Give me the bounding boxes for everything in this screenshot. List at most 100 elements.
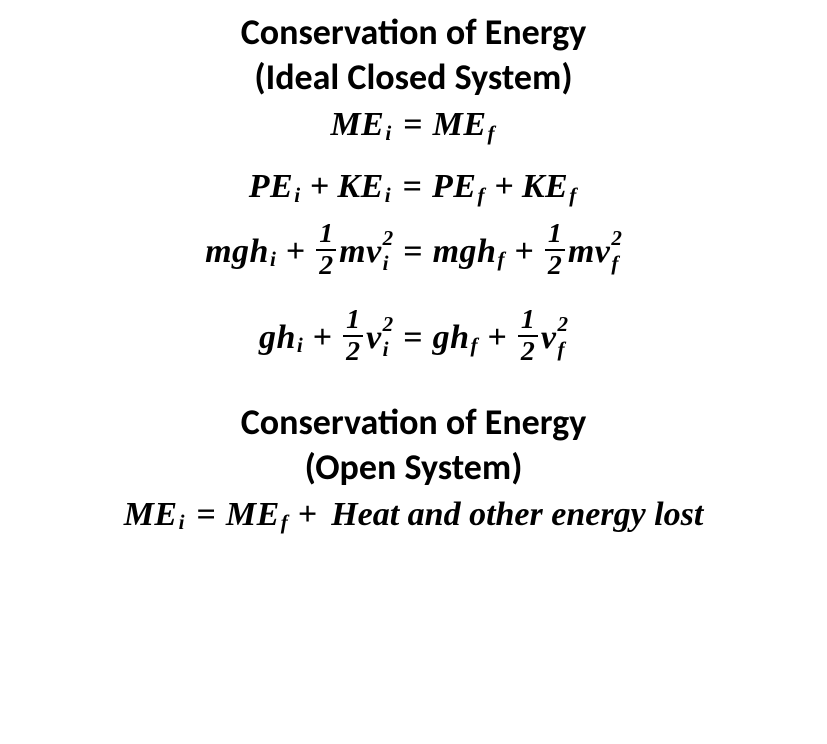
eq4-frac1: 1 2	[343, 306, 363, 366]
eq2-plus2: +	[495, 168, 514, 206]
eq3-t2-v: v	[366, 233, 382, 271]
eq2-t2-base: KE	[337, 168, 383, 206]
eq1-lhs-sub: i	[385, 121, 391, 146]
eq5-lhs-base: ME	[124, 496, 178, 534]
section2-title-line2: (Open System)	[241, 445, 587, 490]
eq3-t4-subsup: 2 f	[611, 233, 622, 269]
eq2-t1-base: PE	[249, 168, 293, 206]
eq3-plus2: +	[515, 233, 534, 271]
eq3-t3: m g h f	[433, 233, 507, 271]
eq3-t3-h: h	[477, 233, 496, 271]
eq1-rhs-sub: f	[488, 121, 495, 146]
equation-1: ME i = ME f	[330, 106, 496, 144]
eq3-t2-sub: i	[383, 255, 394, 273]
eq3-t3-g: g	[460, 233, 478, 271]
eq4-t1-sub: i	[297, 333, 303, 358]
eq4-t2-subsup: 2 i	[383, 319, 394, 355]
eq4-t1-g: g	[259, 319, 277, 357]
eq2-t1: PE i	[249, 168, 302, 206]
eq2-t3-sub: f	[477, 183, 484, 208]
eq2-t2-sub: i	[385, 183, 391, 208]
eq4-t4-sup: 2	[557, 316, 568, 334]
eq2-equals: =	[403, 168, 422, 206]
eq4-t2-sub: i	[383, 341, 394, 359]
eq5-rhs1: ME f	[226, 496, 290, 534]
eq4-plus1: +	[313, 319, 332, 357]
equation-4: g h i + 1 2 v 2 i = g h f + 1 2 v 2 f	[259, 308, 568, 368]
eq3-frac1-den: 2	[316, 251, 336, 280]
eq4-t2-v: v	[366, 319, 382, 357]
eq4-t4-subsup: 2 f	[557, 319, 568, 355]
eq4-t3-g: g	[433, 319, 451, 357]
eq4-t1-h: h	[276, 319, 295, 357]
eq4-equals: =	[403, 319, 422, 357]
eq1-rhs: ME f	[433, 106, 497, 144]
eq3-t4: m v 2 f	[568, 233, 622, 271]
eq2-t2: KE i	[337, 168, 392, 206]
eq4-t3-sub: f	[471, 333, 478, 358]
eq4-t2-sup: 2	[383, 316, 394, 334]
eq4-frac2: 1 2	[518, 306, 538, 366]
eq3-plus1: +	[286, 233, 305, 271]
eq4-t4: v 2 f	[541, 319, 568, 357]
eq4-t3-h: h	[450, 319, 469, 357]
eq4-t4-sub: f	[557, 341, 568, 359]
eq1-lhs: ME i	[330, 106, 393, 144]
eq3-t2-sup: 2	[383, 230, 394, 248]
eq2-t4: KE f	[522, 168, 578, 206]
eq3-frac1-num: 1	[316, 220, 336, 251]
section1-title-line1: Conservation of Energy	[241, 10, 587, 55]
eq3-t1-m: m	[205, 233, 232, 271]
eq4-t4-v: v	[541, 319, 557, 357]
section2-title-line1: Conservation of Energy	[241, 400, 587, 445]
eq3-frac2: 1 2	[545, 220, 565, 280]
eq4-t3: g h f	[433, 319, 480, 357]
equation-2: PE i + KE i = PE f + KE f	[249, 168, 579, 206]
eq5-lhs-sub: i	[179, 510, 185, 535]
eq3-t2-m: m	[339, 233, 366, 271]
equation-5: ME i = ME f + Heat and other energy lost	[124, 496, 704, 534]
eq2-t3-base: PE	[432, 168, 476, 206]
eq3-t2-subsup: 2 i	[383, 233, 394, 269]
eq5-plus: +	[298, 496, 317, 534]
eq4-frac2-den: 2	[518, 337, 538, 366]
eq3-frac2-num: 1	[545, 220, 565, 251]
eq3-frac2-den: 2	[545, 251, 565, 280]
eq3-t4-sup: 2	[611, 230, 622, 248]
eq3-t1-sub: i	[270, 247, 276, 272]
eq3-frac1: 1 2	[316, 220, 336, 280]
eq3-t1: m g h i	[205, 233, 278, 271]
eq5-lhs: ME i	[124, 496, 187, 534]
eq2-plus1: +	[310, 168, 329, 206]
eq5-rhs2: Heat and other energy lost	[331, 496, 703, 534]
section1-title-line2: (Ideal Closed System)	[241, 55, 587, 100]
eq3-t4-sub: f	[611, 255, 622, 273]
eq2-t4-base: KE	[522, 168, 568, 206]
eq4-frac1-den: 2	[343, 337, 363, 366]
eq2-t3: PE f	[432, 168, 486, 206]
eq2-t1-sub: i	[294, 183, 300, 208]
eq4-t1: g h i	[259, 319, 305, 357]
eq3-t4-m: m	[568, 233, 595, 271]
eq4-frac1-num: 1	[343, 306, 363, 337]
eq2-t4-sub: f	[569, 183, 576, 208]
eq3-equals: =	[403, 233, 422, 271]
section2-heading: Conservation of Energy (Open System)	[241, 400, 587, 490]
eq4-frac2-num: 1	[518, 306, 538, 337]
eq3-t3-sub: f	[497, 247, 504, 272]
eq1-equals: =	[403, 106, 422, 144]
eq3-t3-m: m	[433, 233, 460, 271]
eq4-t2: v 2 i	[366, 319, 393, 357]
eq4-plus2: +	[488, 319, 507, 357]
eq3-t2: m v 2 i	[339, 233, 393, 271]
equation-3: m g h i + 1 2 m v 2 i = m g h f + 1 2 m …	[205, 222, 622, 282]
eq5-rhs1-sub: f	[281, 510, 288, 535]
eq1-lhs-base: ME	[330, 106, 384, 144]
eq1-rhs-base: ME	[433, 106, 487, 144]
eq5-rhs1-base: ME	[226, 496, 280, 534]
eq5-equals: =	[196, 496, 215, 534]
eq3-t4-v: v	[595, 233, 611, 271]
eq3-t1-g: g	[232, 233, 250, 271]
section1-heading: Conservation of Energy (Ideal Closed Sys…	[241, 10, 587, 100]
eq3-t1-h: h	[250, 233, 269, 271]
